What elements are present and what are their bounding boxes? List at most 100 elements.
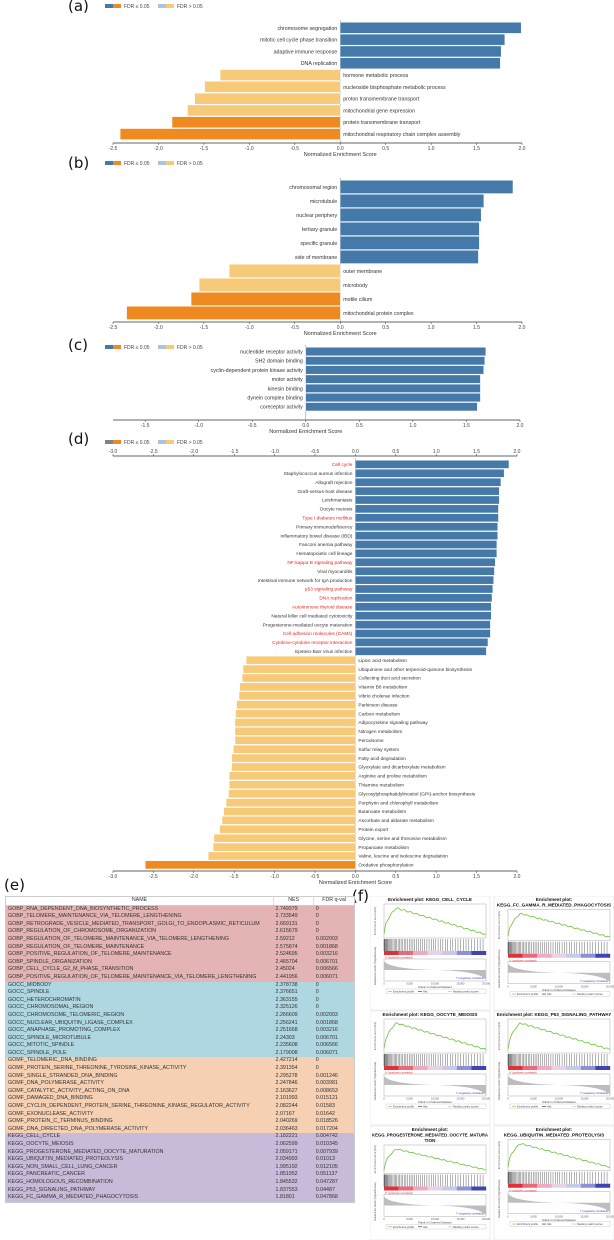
x-tick-label: -1.5 (230, 874, 239, 880)
gsea-legend-label: Hits (547, 1104, 552, 1108)
legend-a: FDR ≤ 0.05 FDR > 0.05 (105, 4, 203, 10)
table-row: GOBP_SPINDLE_ORGANIZATION 2.465704 0.00670… (5, 958, 355, 967)
legend-swatch-neg-sig (113, 440, 121, 444)
nes-value: 2.391354 (273, 1065, 314, 1073)
bar-label: Thiamine metabolism (358, 783, 404, 789)
bar (355, 513, 499, 522)
x-tick-label: -1.0 (194, 423, 203, 429)
bar-label: chromosome segregation (277, 26, 337, 32)
x-tick-label: -1.0 (270, 874, 279, 880)
x-tick-label: 1.5 (463, 423, 470, 429)
rank-color-bar (566, 1066, 582, 1070)
rank-color-bar (508, 1066, 523, 1070)
rank-color-bar (522, 1066, 538, 1070)
x-tick-label: -2.5 (149, 874, 158, 880)
rank-color-bar (580, 1183, 596, 1188)
positive-correlated-label: 'h' (positively correlated) (385, 956, 413, 960)
rank-color-bar (551, 953, 567, 958)
rank-color-bar (427, 1066, 443, 1070)
bar (234, 718, 356, 727)
bar (305, 402, 478, 412)
table-row: GOMF_EXONUCLEASE_ACTIVITY 2.07167 0.01642 (5, 1110, 355, 1119)
rank-color-bar (566, 1183, 582, 1188)
ranking-metric-area (384, 961, 486, 980)
bar-label: microbody (343, 283, 368, 289)
fdr-value: 0.003981 (313, 1080, 355, 1088)
nes-value: 2.163627 (273, 1087, 314, 1096)
rank-color-bar (398, 951, 414, 955)
nes-value: 2.441956 (273, 973, 314, 982)
bar (355, 504, 499, 514)
metric-axis-label: Ranked list metric (Signal2Noise) (373, 947, 377, 985)
gene-set-name: GOMF_SINGLE_STRANDED_DNA_BINDING (5, 1072, 274, 1081)
x-tick-label: 2.0 (517, 423, 524, 429)
bar-label: Glycosylphosphatidylinositol (GPI)-ancho… (358, 791, 475, 797)
bar-label: Staphylococcus aureus infection (284, 471, 353, 477)
bar-label: DNA replication (319, 596, 352, 602)
nes-value: 2.247846 (273, 1080, 314, 1088)
bar (305, 384, 481, 393)
fdr-value: 0.006566 (313, 966, 355, 974)
gene-set-name: GOMF_CYCLIN_DEPENDENT_PROTEIN_SERINE_THR… (5, 1103, 274, 1111)
rank-color-bar (595, 953, 611, 958)
gene-set-name: GOCC_HETEROCHROMATIN (5, 996, 274, 1005)
bar-label: mitochondrial protein complex (343, 311, 414, 317)
table-row: KEGG_P53_SIGNALING_PATHWAY 1.837553 0.0448… (5, 1186, 355, 1195)
bar (305, 356, 485, 366)
x-tick-label: 15,000 (581, 1214, 589, 1218)
legend-swatch-neg-nonsig (166, 345, 174, 349)
x-tick-label: -2.5 (109, 146, 118, 152)
ranking-metric-area (384, 1196, 486, 1216)
bar (305, 374, 481, 384)
fdr-value: 0.002003 (313, 935, 355, 944)
legend-b: FDR ≤ 0.05 FDR > 0.05 (105, 161, 203, 167)
table-row: KEGG_UBIQUITIN_MEDIATED_PROTEOLYSIS 2.034… (5, 1156, 355, 1164)
x-tick-label: 1.0 (433, 874, 440, 880)
gene-set-name: KEGG_FC_GAMMA_R_MEDIATED_PHAGOCYTOSIS (5, 1194, 274, 1203)
ranking-metric-area (384, 1076, 486, 1095)
bar (145, 860, 356, 870)
gsea-legend-label: Enrichment profile (393, 1225, 414, 1229)
x-axis-title: Rank in Ordered Dataset (418, 1100, 451, 1104)
rank-color-bar (427, 1186, 443, 1191)
bar-label: Sulfur relay system (358, 747, 399, 753)
rank-color-bar (471, 1066, 487, 1070)
x-tick-label: 15,000 (581, 1097, 589, 1101)
x-tick-label: 0 (507, 1097, 509, 1101)
table-row: GOCC_CHROMOSOME_TELOMERIC_REGION 2.266609… (5, 1011, 355, 1020)
metric-axis-label: Ranked list metric (Signal2Noise) (497, 1179, 501, 1217)
es-axis-label: Enrichment score (ES) (373, 907, 377, 935)
nes-value: 1.845532 (273, 1178, 314, 1187)
legend-d: FDR ≤ 0.05 FDR > 0.05 (105, 440, 203, 446)
x-tick-label: 15,000 (457, 1097, 465, 1101)
es-axis-label: Enrichment score (ES) (373, 1022, 377, 1050)
gsea-legend-label: Hits (547, 1222, 552, 1226)
fdr-value: 0.047868 (313, 1194, 355, 1203)
bar (208, 851, 356, 861)
nes-value: 2.465704 (273, 958, 314, 967)
legend-swatch-neg-nonsig (166, 161, 174, 165)
x-tick-label: -1.0 (270, 449, 279, 455)
bar (305, 393, 481, 402)
x-tick-label: 1.0 (433, 449, 440, 455)
x-tick-label: 0.0 (352, 449, 359, 455)
x-tick-label: -1.0 (245, 146, 254, 152)
plot-title: Enrichment plot: KEGG_P53_SIGNALING_PATH… (497, 1012, 612, 1017)
gsea-legend-label: Enrichment profile (517, 1222, 538, 1226)
rank-color-bar (456, 1186, 472, 1191)
x-tick-label: 0.5 (382, 146, 389, 152)
fdr-value: 0.006071 (313, 1049, 355, 1058)
rank-color-bar (456, 1066, 472, 1070)
bar-label: DNA replication (301, 61, 338, 67)
bar-label: hormone metabolic process (343, 73, 408, 79)
x-tick-label: 0 (507, 1214, 509, 1218)
bar-label: Lipoic acid metabolism (358, 658, 407, 664)
bar-label: coreceptor activity (260, 405, 303, 411)
fdr-value: 0 (313, 1004, 355, 1012)
x-tick-label: 5,000 (406, 982, 413, 986)
gsea-enrichment-plots: Enrichment plot: KEGG_CELL_CYCLE Enrichme… (370, 896, 614, 1240)
x-tick-label: 1.0 (428, 146, 435, 152)
table-row: GOMF_TELOMERIC_DNA_BINDING 2.427214 0 (5, 1057, 355, 1066)
enrichment-profile-line (507, 912, 611, 938)
rank-color-bar (456, 951, 472, 955)
